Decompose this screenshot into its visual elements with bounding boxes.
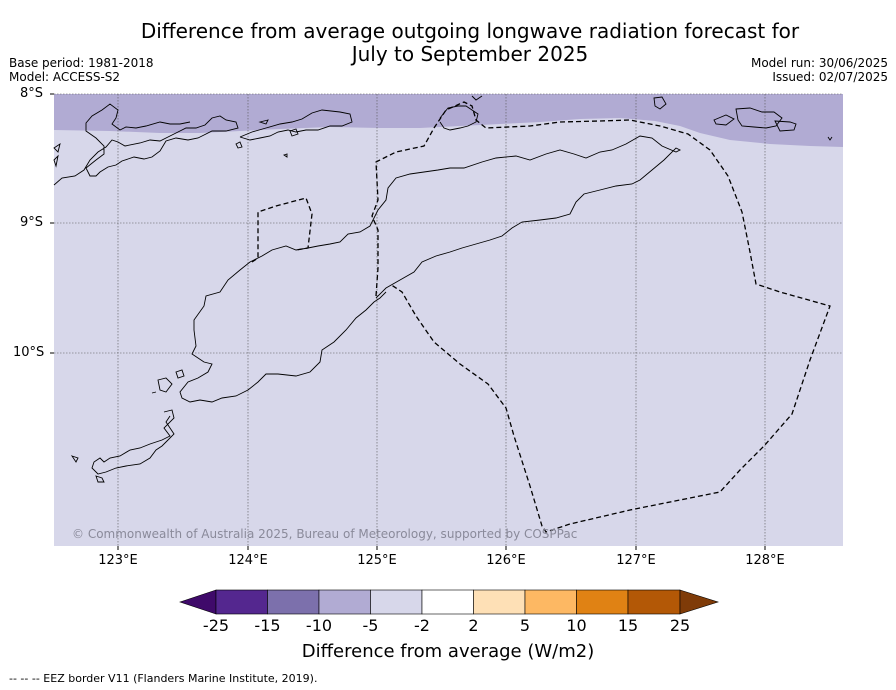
- lon-label-127e: 127°E: [616, 553, 656, 568]
- coastlines: [53, 95, 833, 483]
- coastline-islet-11: [827, 136, 833, 141]
- lat-label-9s: 9°S: [20, 215, 44, 230]
- coastline-islet-12: [175, 369, 185, 379]
- meta-left: Base period: 1981-2018 Model: ACCESS-S2: [9, 56, 154, 84]
- lon-label-123e: 123°E: [98, 553, 138, 568]
- colorbar-title: Difference from average (W/m2): [301, 641, 595, 662]
- colorbar-tick: 5: [519, 616, 531, 635]
- colorbar-tick: -5: [362, 616, 379, 635]
- meta-right: Model run: 30/06/2025 Issued: 02/07/2025: [751, 56, 888, 84]
- axis-ticks: [50, 93, 766, 550]
- coastline-islet-1: [289, 128, 299, 137]
- model-run: Model run: 30/06/2025: [750, 56, 888, 70]
- coastline-flores-alor: [53, 103, 239, 186]
- lat-label-10s: 10°S: [13, 345, 45, 360]
- colorbar-swatch-9: [627, 589, 681, 615]
- lon-label-125e: 125°E: [357, 553, 397, 568]
- colorbar-swatch-1: [215, 589, 268, 615]
- model-name: Model: ACCESS-S2: [9, 70, 121, 84]
- colorbar-swatch-10: [679, 589, 719, 615]
- colorbar-tick: -15: [254, 616, 281, 635]
- colorbar: [179, 589, 719, 615]
- coastline-islet-9: [735, 107, 783, 129]
- eez-oecusse: [251, 197, 313, 263]
- coastline-islet-2: [235, 141, 243, 149]
- coastline-islet-13: [151, 391, 157, 394]
- coastline-semau: [157, 377, 173, 393]
- coastline-islet-5: [53, 154, 59, 168]
- base-period: Base period: 1981-2018: [9, 56, 154, 70]
- issued-date: Issued: 02/07/2025: [772, 70, 888, 84]
- coastline-islet-6: [53, 142, 61, 153]
- coastline-islet-14: [70, 455, 79, 463]
- colorbar-swatch-2: [267, 589, 320, 615]
- colorbar-swatch-7: [524, 589, 577, 615]
- coastline-islet-3: [282, 153, 288, 158]
- lat-label-8s: 8°S: [20, 86, 44, 101]
- colorbar-swatch-4: [370, 589, 423, 615]
- colorbar-tick: 2: [468, 616, 479, 635]
- colorbar-tick: 25: [669, 616, 691, 635]
- coastline-islet-8: [713, 114, 735, 126]
- coastline-rote: [91, 409, 175, 475]
- lon-label-124e: 124°E: [228, 553, 268, 568]
- coastline-timor: [179, 135, 682, 403]
- coastline-islet-7: [653, 96, 667, 110]
- colorbar-swatch-8: [576, 589, 629, 615]
- colorbar-swatch-0: [179, 589, 217, 615]
- colorbar-swatch-6: [473, 589, 526, 615]
- title-line-2: July to September 2025: [351, 42, 589, 66]
- colorbar-tick: 15: [617, 616, 639, 635]
- eez-border: [251, 101, 831, 533]
- colorbar-tick: -2: [414, 616, 430, 635]
- lon-label-128e: 128°E: [745, 553, 785, 568]
- coastline-islet-10: [774, 120, 797, 132]
- coastline-wetar-tip: [471, 95, 483, 101]
- north-anomaly-band: [54, 94, 843, 147]
- colorbar-swatch-5: [421, 589, 474, 615]
- coastline-alor-east: [239, 109, 353, 141]
- copyright-notice: © Commonwealth of Australia 2025, Bureau…: [72, 527, 578, 541]
- coastline-wetar: [439, 105, 479, 131]
- colorbar-tick: 10: [566, 616, 587, 635]
- coastline-islet-4: [258, 119, 269, 125]
- title-line-1: Difference from average outgoing longwav…: [140, 19, 800, 43]
- lon-label-126e: 126°E: [486, 553, 526, 568]
- colorbar-swatch-3: [318, 589, 371, 615]
- coastline-islet-15: [95, 475, 105, 483]
- colorbar-tick: -25: [202, 616, 230, 635]
- eez-footnote: -- -- -- EEZ border V11 (Flanders Marine…: [9, 672, 318, 685]
- map-background: [54, 94, 843, 546]
- eez-timor-leste: [371, 101, 831, 533]
- colorbar-tick: -10: [305, 616, 333, 635]
- chart-title: Difference from average outgoing longwav…: [100, 20, 840, 66]
